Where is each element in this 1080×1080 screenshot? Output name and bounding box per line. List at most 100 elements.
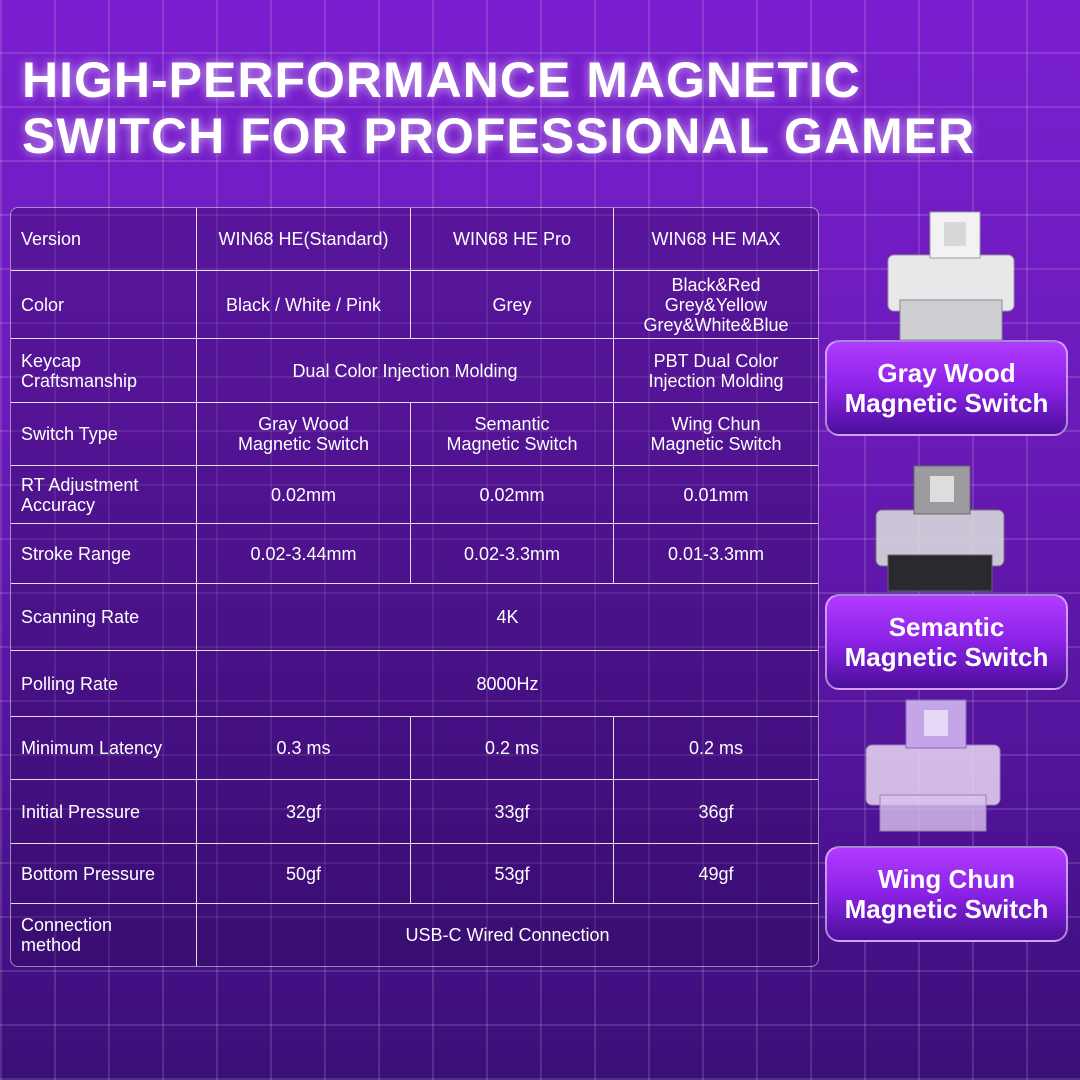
cell-text: Black / White / Pink: [225, 294, 382, 315]
cell-text: Scanning Rate: [21, 607, 140, 627]
cell-text: Polling Rate: [21, 673, 119, 694]
row-label: Keycap Craftsmanship: [11, 339, 197, 403]
cell-text: 32gf: [285, 801, 322, 822]
cell-text: Minimum Latency: [21, 738, 163, 758]
cell-text: Version: [21, 229, 82, 249]
table-cell: 0.3 ms: [197, 717, 411, 780]
cell-text: Switch Type: [21, 424, 118, 444]
cell-text: 0.02mm: [479, 484, 545, 505]
badge-line: Magnetic Switch: [844, 388, 1049, 418]
row-label: Stroke Range: [11, 524, 197, 584]
cell-line: Gray Wood: [258, 414, 349, 434]
cell-line: Magnetic Switch: [650, 434, 782, 454]
cell-line: method: [21, 935, 82, 955]
cell-text: Grey: [492, 294, 532, 315]
cell-text: 0.2 ms: [484, 738, 540, 758]
table-cell: PBT Dual Color Injection Molding: [614, 339, 818, 403]
title-line: HIGH-PERFORMANCE MAGNETIC: [22, 52, 861, 108]
row-label: Version: [11, 208, 197, 271]
cell-line: Connection: [21, 915, 113, 935]
badge-line: Magnetic Switch: [844, 642, 1049, 672]
row-label: Switch Type: [11, 403, 197, 466]
switch-badge: Semantic Magnetic Switch: [825, 594, 1068, 690]
row-label: Bottom Pressure: [11, 844, 197, 904]
table-cell: Black / White / Pink: [197, 271, 411, 339]
table-cell: Grey: [411, 271, 614, 339]
cell-text: 33gf: [494, 801, 530, 822]
table-cell: 36gf: [614, 780, 818, 844]
cell-line: Magnetic Switch: [446, 434, 578, 454]
table-cell: 32gf: [197, 780, 411, 844]
badge-line: Semantic: [888, 612, 1005, 642]
title-line: SWITCH FOR PROFESSIONAL GAMER: [22, 108, 976, 164]
cell-text: 0.01-3.3mm: [667, 543, 765, 564]
table-cell: USB-C Wired Connection: [197, 904, 818, 966]
cell-text: 0.02-3.3mm: [463, 543, 561, 564]
table-cell: Dual Color Injection Molding: [197, 339, 614, 403]
cell-text: WIN68 HE MAX: [651, 229, 781, 249]
row-label: Minimum Latency: [11, 717, 197, 780]
table-cell: 0.2 ms: [411, 717, 614, 780]
cell-text: Initial Pressure: [21, 801, 141, 822]
cell-text: 36gf: [698, 801, 734, 822]
cell-text: 8000Hz: [476, 673, 539, 694]
cell-text: 49gf: [698, 863, 734, 884]
cell-text: Stroke Range: [21, 543, 132, 564]
cell-line: Grey&White&Blue: [643, 314, 789, 335]
row-label: Initial Pressure: [11, 780, 197, 844]
switch-gray-wood: [887, 211, 1015, 341]
row-label: Polling Rate: [11, 651, 197, 717]
table-cell: 0.02-3.3mm: [411, 524, 614, 584]
switch-badge: Wing Chun Magnetic Switch: [825, 846, 1068, 942]
cell-text: USB-C Wired Connection: [405, 925, 610, 945]
cell-line: Injection Molding: [648, 370, 784, 391]
cell-text: Dual Color Injection Molding: [292, 360, 518, 381]
table-cell: 0.2 ms: [614, 717, 818, 780]
table-cell: 0.01-3.3mm: [614, 524, 818, 584]
switch-badge: Gray Wood Magnetic Switch: [825, 340, 1068, 436]
cell-text: Color: [21, 294, 65, 315]
switch-semantic: [875, 465, 1005, 592]
table-cell: 0.02mm: [411, 466, 614, 524]
cell-line: Grey&Yellow: [664, 294, 768, 315]
table-cell: 49gf: [614, 844, 818, 904]
cell-text: 50gf: [285, 863, 322, 884]
cell-text: 0.02-3.44mm: [250, 543, 357, 564]
row-label: RT Adjustment Accuracy: [11, 466, 197, 524]
cell-text: 0.02mm: [270, 484, 337, 505]
table-cell: Wing Chun Magnetic Switch: [614, 403, 818, 466]
cell-text: WIN68 HE(Standard): [218, 229, 389, 249]
cell-line: Wing Chun: [671, 414, 761, 434]
table-cell: 0.01mm: [614, 466, 818, 524]
cell-line: Accuracy: [21, 494, 96, 515]
cell-text: Bottom Pressure: [21, 863, 156, 884]
table-cell: Gray Wood Magnetic Switch: [197, 403, 411, 466]
table-cell: 8000Hz: [197, 651, 818, 717]
badge-line: Gray Wood: [877, 358, 1016, 388]
cell-text: 0.01mm: [683, 484, 749, 505]
table-cell: WIN68 HE(Standard): [197, 208, 411, 271]
row-label: Color: [11, 271, 197, 339]
spec-table: Version WIN68 HE(Standard) WIN68 HE Pro WIN…: [10, 207, 819, 967]
cell-line: PBT Dual Color: [653, 350, 779, 371]
badge-line: Wing Chun: [878, 864, 1015, 894]
table-cell: 0.02mm: [197, 466, 411, 524]
badge-line: Magnetic Switch: [844, 894, 1049, 924]
table-cell: 0.02-3.44mm: [197, 524, 411, 584]
table-cell: Black&Red Grey&Yellow Grey&White&Blue: [614, 271, 818, 339]
cell-line: Craftsmanship: [21, 370, 138, 391]
row-label: Connection method: [11, 904, 197, 966]
cell-text: 53gf: [494, 863, 530, 884]
cell-line: RT Adjustment: [21, 474, 139, 495]
cell-line: Semantic: [474, 414, 550, 434]
table-cell: 33gf: [411, 780, 614, 844]
table-cell: 4K: [197, 584, 818, 651]
table-cell: WIN68 HE Pro: [411, 208, 614, 271]
cell-text: 0.3 ms: [276, 738, 331, 758]
cell-text: 4K: [496, 607, 519, 627]
table-cell: 50gf: [197, 844, 411, 904]
cell-line: Magnetic Switch: [237, 434, 370, 454]
table-cell: Semantic Magnetic Switch: [411, 403, 614, 466]
table-cell: 53gf: [411, 844, 614, 904]
